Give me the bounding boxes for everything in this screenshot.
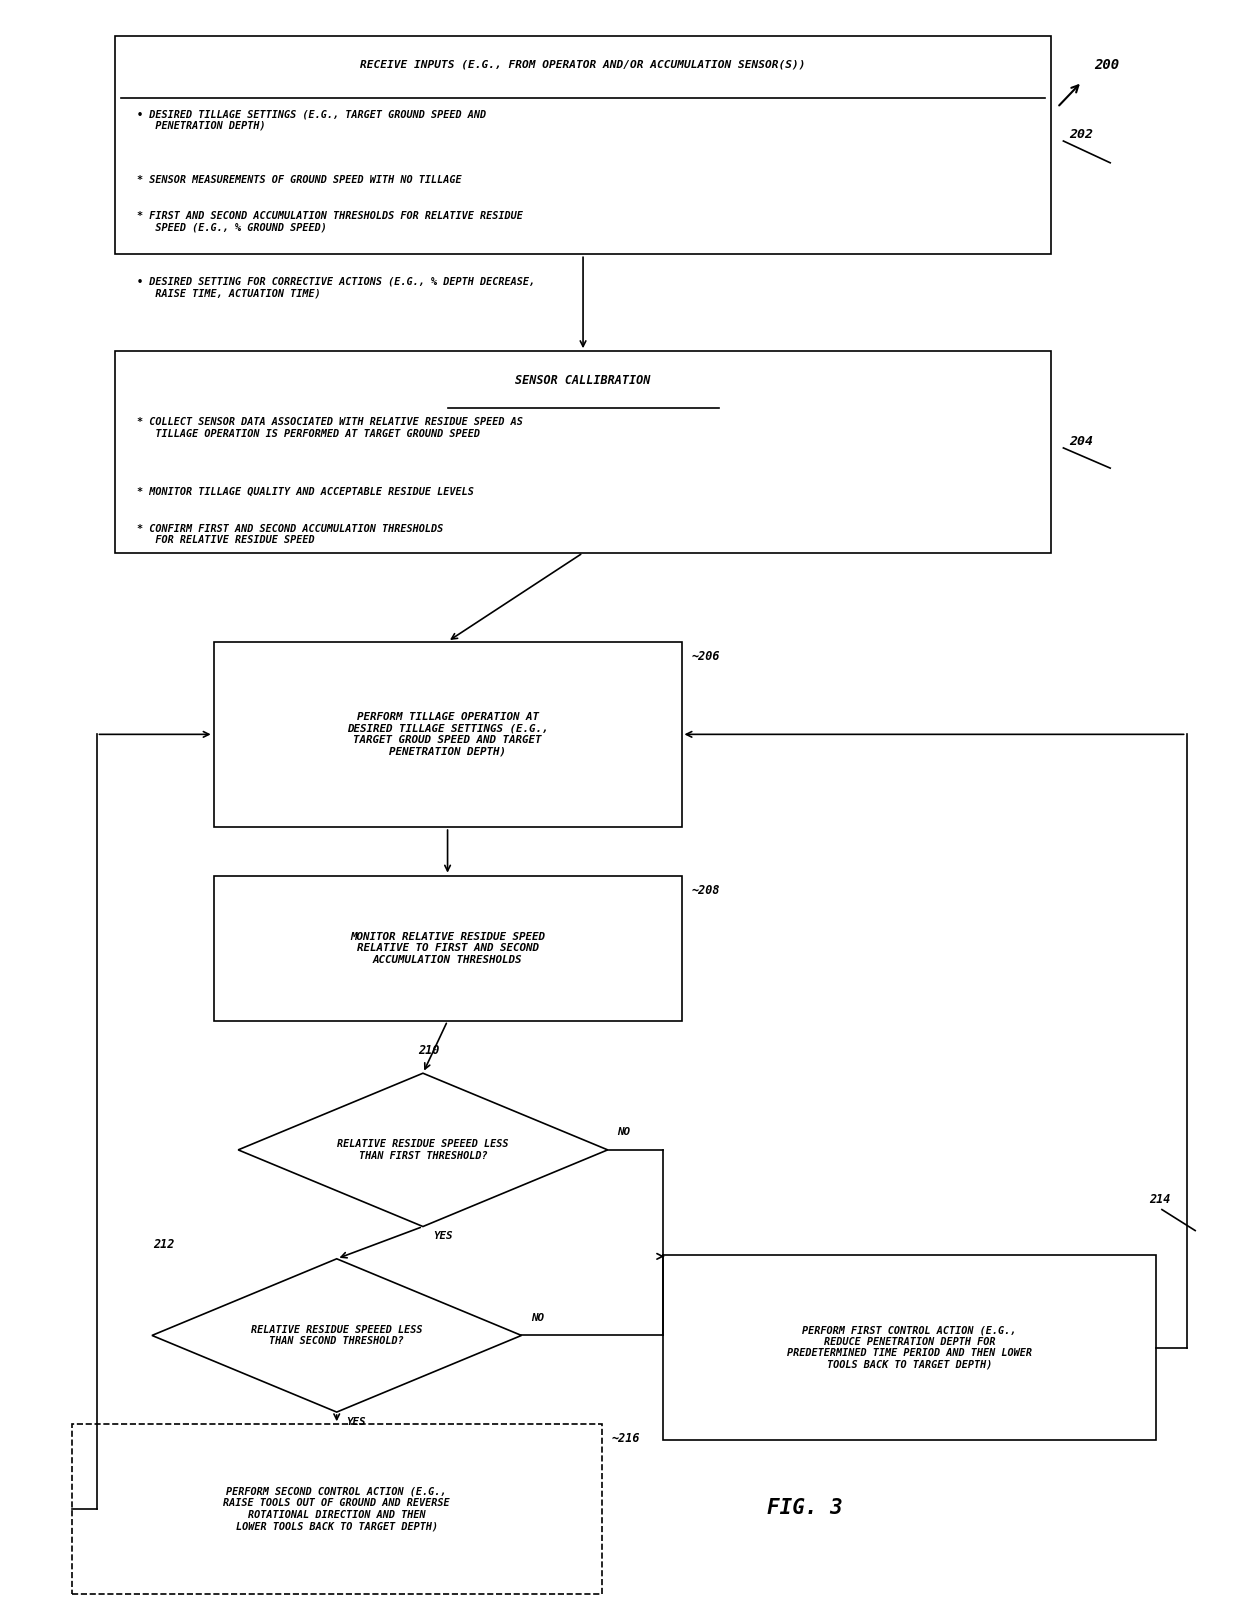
Text: * CONFIRM FIRST AND SECOND ACCUMULATION THRESHOLDS
   FOR RELATIVE RESIDUE SPEED: * CONFIRM FIRST AND SECOND ACCUMULATION … (138, 524, 444, 545)
Text: RELATIVE RESIDUE SPEEED LESS
THAN SECOND THRESHOLD?: RELATIVE RESIDUE SPEEED LESS THAN SECOND… (250, 1325, 423, 1346)
Polygon shape (153, 1259, 522, 1413)
Text: RECEIVE INPUTS (E.G., FROM OPERATOR AND/OR ACCUMULATION SENSOR(S)): RECEIVE INPUTS (E.G., FROM OPERATOR AND/… (361, 58, 806, 70)
Polygon shape (238, 1074, 608, 1226)
FancyBboxPatch shape (213, 642, 682, 827)
Text: PERFORM FIRST CONTROL ACTION (E.G.,
REDUCE PENETRATION DEPTH FOR
PREDETERMINED T: PERFORM FIRST CONTROL ACTION (E.G., REDU… (787, 1325, 1032, 1371)
Text: NO: NO (531, 1312, 544, 1322)
Text: 210: 210 (418, 1045, 440, 1058)
Text: ~216: ~216 (611, 1432, 640, 1445)
Text: * SENSOR MEASUREMENTS OF GROUND SPEED WITH NO TILLAGE: * SENSOR MEASUREMENTS OF GROUND SPEED WI… (138, 175, 461, 185)
Text: * MONITOR TILLAGE QUALITY AND ACCEPTABLE RESIDUE LEVELS: * MONITOR TILLAGE QUALITY AND ACCEPTABLE… (138, 487, 474, 496)
Text: PERFORM SECOND CONTROL ACTION (E.G.,
RAISE TOOLS OUT OF GROUND AND REVERSE
ROTAT: PERFORM SECOND CONTROL ACTION (E.G., RAI… (223, 1486, 450, 1531)
Text: 204: 204 (1070, 435, 1094, 448)
Text: 200: 200 (1094, 58, 1120, 73)
Text: * FIRST AND SECOND ACCUMULATION THRESHOLDS FOR RELATIVE RESIDUE
   SPEED (E.G., : * FIRST AND SECOND ACCUMULATION THRESHOL… (138, 211, 523, 232)
Text: MONITOR RELATIVE RESIDUE SPEED
RELATIVE TO FIRST AND SECOND
ACCUMULATION THRESHO: MONITOR RELATIVE RESIDUE SPEED RELATIVE … (350, 931, 546, 965)
FancyBboxPatch shape (72, 1424, 601, 1594)
Text: YES: YES (433, 1231, 453, 1241)
Text: ~208: ~208 (692, 884, 720, 897)
FancyBboxPatch shape (115, 36, 1052, 255)
FancyBboxPatch shape (663, 1255, 1156, 1440)
Text: SENSOR CALLIBRATION: SENSOR CALLIBRATION (516, 373, 651, 386)
Text: * COLLECT SENSOR DATA ASSOCIATED WITH RELATIVE RESIDUE SPEED AS
   TILLAGE OPERA: * COLLECT SENSOR DATA ASSOCIATED WITH RE… (138, 417, 523, 440)
Text: PERFORM TILLAGE OPERATION AT
DESIRED TILLAGE SETTINGS (E.G.,
TARGET GROUD SPEED : PERFORM TILLAGE OPERATION AT DESIRED TIL… (347, 712, 548, 757)
Text: • DESIRED TILLAGE SETTINGS (E.G., TARGET GROUND SPEED AND
   PENETRATION DEPTH): • DESIRED TILLAGE SETTINGS (E.G., TARGET… (138, 109, 486, 131)
Text: RELATIVE RESIDUE SPEEED LESS
THAN FIRST THRESHOLD?: RELATIVE RESIDUE SPEEED LESS THAN FIRST … (337, 1139, 508, 1161)
FancyBboxPatch shape (213, 876, 682, 1020)
Text: 202: 202 (1070, 128, 1094, 141)
Text: • DESIRED SETTING FOR CORRECTIVE ACTIONS (E.G., % DEPTH DECREASE,
   RAISE TIME,: • DESIRED SETTING FOR CORRECTIVE ACTIONS… (138, 277, 536, 298)
Text: 212: 212 (154, 1238, 175, 1251)
Text: ~206: ~206 (692, 650, 720, 663)
FancyBboxPatch shape (115, 350, 1052, 553)
Text: YES: YES (346, 1418, 366, 1427)
Text: FIG. 3: FIG. 3 (766, 1499, 843, 1518)
Text: 214: 214 (1149, 1194, 1171, 1207)
Text: NO: NO (618, 1127, 630, 1137)
